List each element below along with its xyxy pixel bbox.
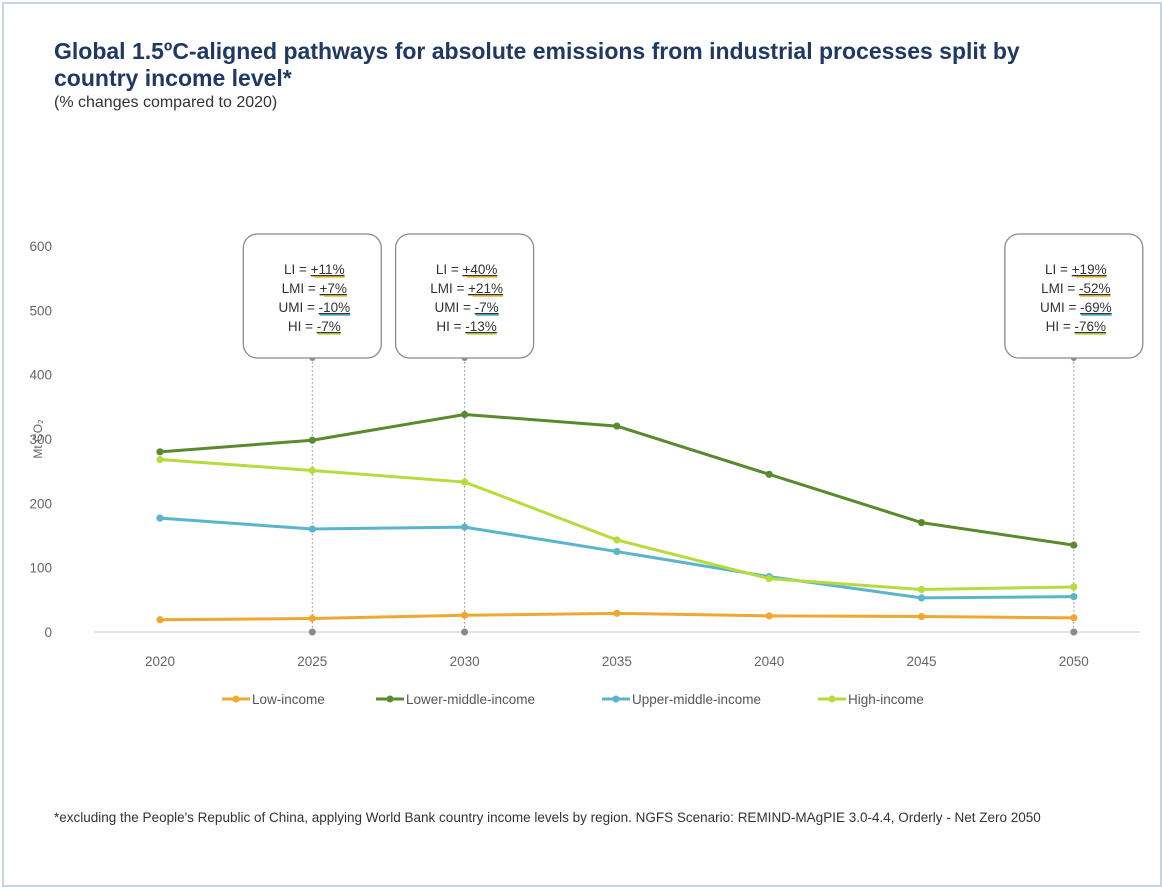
data-point-low-income [461,611,469,619]
annotation-callout-box [1004,233,1144,359]
legend-label-low-income: Low-income [252,692,325,707]
data-point-high-income [461,478,469,486]
axes: 0 100 200 300 400 500 600 2020 2025 2030 2035 2040 2… [29,239,1140,669]
annotation-line: LMI = +7% [282,281,347,296]
data-point-lower-middle-income [156,448,164,456]
data-point-upper-middle-income [461,523,469,531]
legend-marker-high-income [828,695,836,703]
annotation-line: LI = +40% [436,262,498,277]
y-tick-label: 600 [29,239,52,254]
data-point-low-income [1070,614,1078,622]
annotation-line: LMI = -52% [1041,281,1110,296]
legend-label-upper-middle-income: Upper-middle-income [632,692,761,707]
annotation-line: HI = -7% [288,319,341,334]
annotation-callout-box [242,233,382,359]
annotation-axis-marker [461,628,469,636]
annotation-line: HI = -13% [436,319,496,334]
annotation-line: LI = +11% [284,262,345,277]
series-line-upper-middle-income [158,516,1076,600]
data-point-low-income [156,616,164,624]
annotation-line: UMI = -69% [1040,300,1112,315]
data-point-high-income [917,585,926,594]
data-point-high-income [765,574,773,583]
legend-marker-low-income [232,695,240,703]
annotation-line: UMI = -10% [278,300,350,315]
data-point-upper-middle-income [308,525,316,533]
data-point-upper-middle-income [156,514,164,522]
annotation-axis-marker [308,628,316,636]
data-point-lower-middle-income [917,519,926,527]
footnote: *excluding the People's Republic of Chin… [54,810,1041,825]
annotation-line: HI = -76% [1046,319,1106,334]
data-point-low-income [765,612,773,620]
annotation-callout-box [394,233,535,359]
y-axis-label: Mt CO₂ [31,419,45,459]
legend-marker-upper-middle-income [612,695,620,703]
data-point-lower-middle-income [1070,541,1078,549]
annotation-guides [308,355,1078,636]
legend: Low-income Lower-middle-income Upper-middl… [222,692,924,707]
y-tick-label: 400 [29,368,52,383]
data-point-low-income [917,612,926,621]
y-tick-label: 200 [29,496,52,511]
data-point-upper-middle-income [1070,593,1078,601]
legend-label-high-income: High-income [848,692,924,707]
data-point-lower-middle-income [461,410,469,419]
x-tick-label: 2035 [602,654,632,669]
x-tick-label: 2045 [906,654,936,669]
data-point-upper-middle-income [613,547,621,556]
annotation-line: UMI = -7% [435,300,499,315]
chart-title: Global 1.5ºC-aligned pathways for absolu… [54,38,1020,91]
data-point-lower-middle-income [613,422,621,430]
legend-marker-lower-middle-income [386,695,394,703]
x-tick-label: 2040 [754,654,784,669]
data-point-high-income [156,455,164,464]
x-tick-label: 2020 [145,654,175,669]
chart-subtitle: (% changes compared to 2020) [54,94,278,111]
data-point-lower-middle-income [308,436,316,444]
y-tick-label: 0 [44,625,52,640]
x-tick-label: 2030 [450,654,480,669]
annotation-callouts: LI = +11% LMI = +7% UMI = -10% HI = -7% LI =… [242,233,1144,359]
legend-label-lower-middle-income: Lower-middle-income [406,692,535,707]
data-point-high-income [613,536,621,544]
annotation-line: LI = +19% [1045,262,1107,277]
annotation-axis-marker [1070,628,1078,636]
data-point-low-income [613,609,621,617]
series-line-lower-middle-income [158,412,1076,547]
y-tick-label: 500 [29,303,52,318]
y-tick-label: 300 [29,432,52,447]
data-point-high-income [1070,583,1078,591]
x-tick-label: 2050 [1059,654,1089,669]
y-tick-label: 100 [29,561,52,576]
annotation-line: LMI = +21% [430,281,503,296]
data-point-lower-middle-income [765,470,773,478]
data-point-high-income [308,466,316,475]
data-point-upper-middle-income [917,594,926,602]
series-lines [156,410,1078,624]
x-tick-label: 2025 [297,654,327,669]
data-point-low-income [308,614,316,623]
